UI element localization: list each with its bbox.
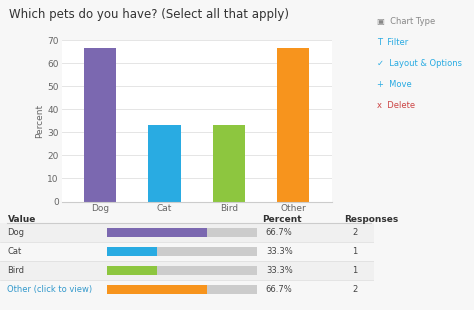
Text: 33.3%: 33.3% [266,266,292,275]
Bar [107,266,156,275]
Bar [148,125,181,202]
Text: 2: 2 [352,285,357,294]
Bar [277,48,309,202]
Text: Cat: Cat [8,247,22,256]
Text: Responses: Responses [345,215,399,224]
Text: 2: 2 [352,228,357,237]
Text: 1: 1 [352,247,357,256]
Text: Which pets do you have? (Select all that apply): Which pets do you have? (Select all that… [9,8,290,21]
Text: ✓  Layout & Options: ✓ Layout & Options [377,59,462,68]
Bar [213,125,245,202]
Text: T  Filter: T Filter [377,38,408,47]
Text: 66.7%: 66.7% [266,285,292,294]
Text: Other (click to view): Other (click to view) [8,285,92,294]
Text: +  Move: + Move [377,80,411,89]
Bar [107,266,256,275]
Bar [107,228,207,237]
Text: x  Delete: x Delete [377,101,415,110]
Text: 66.7%: 66.7% [266,228,292,237]
Bar [107,247,256,256]
Text: 33.3%: 33.3% [266,247,292,256]
Text: Value: Value [8,215,36,224]
Text: Dog: Dog [8,228,25,237]
Text: 1: 1 [352,266,357,275]
FancyBboxPatch shape [0,261,374,280]
FancyBboxPatch shape [0,223,374,242]
Bar [84,48,116,202]
Bar [107,285,207,294]
Bar [107,285,256,294]
Bar [107,228,256,237]
Text: Percent: Percent [262,215,302,224]
Bar [107,247,156,256]
Text: Bird: Bird [8,266,25,275]
Y-axis label: Percent: Percent [36,104,45,138]
Text: ▣  Chart Type: ▣ Chart Type [377,17,435,26]
